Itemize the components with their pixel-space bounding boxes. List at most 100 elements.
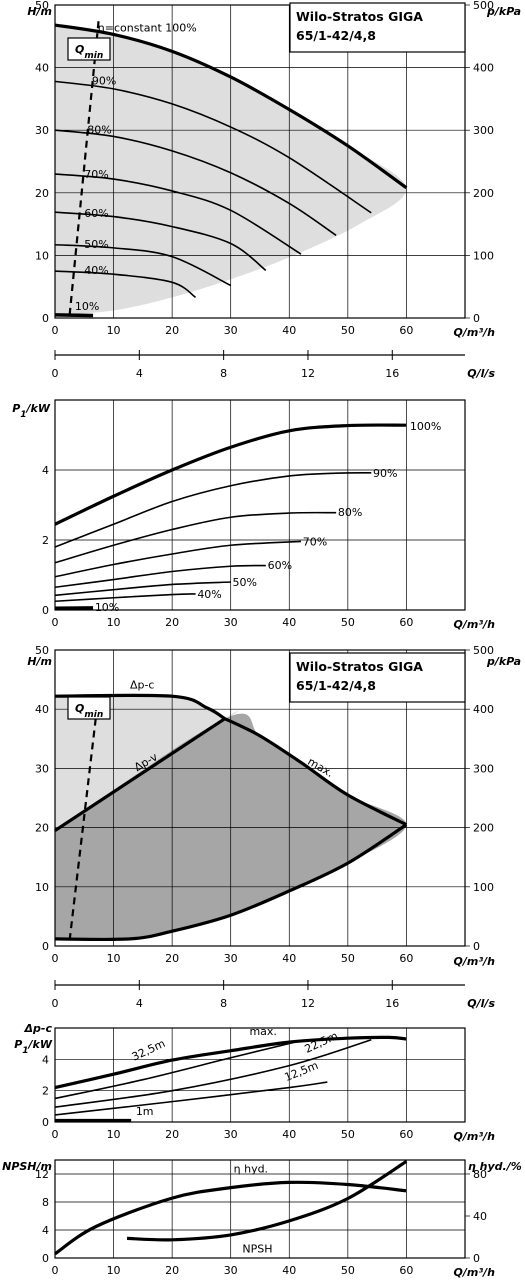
- curve-6: [54, 581, 231, 597]
- ls-axis-label: Q/l/s: [467, 367, 495, 380]
- curve-3: [54, 511, 337, 564]
- curve-label: 10%: [95, 601, 119, 614]
- flow-ls-axis-4: 0 4 8 12 16 Q/l/s: [52, 980, 495, 1010]
- curve-1: [54, 423, 407, 526]
- curve-label: 50%: [232, 576, 256, 589]
- x-tick-label: 60: [399, 616, 413, 629]
- x-axis-label: Q/m³/h: [454, 955, 496, 968]
- y-tick-label: 30: [35, 762, 49, 775]
- curve-8: [54, 313, 94, 318]
- y-tick-label: 10: [35, 881, 49, 894]
- curve-4: [54, 1081, 328, 1116]
- x-tick-label: 0: [52, 616, 59, 629]
- x-tick-label: 0: [52, 1264, 59, 1277]
- y-tick-label: 50: [35, 0, 49, 12]
- y-tick-label: 20: [35, 822, 49, 835]
- curve-3: [224, 717, 408, 827]
- curve-label: NPSH: [242, 1242, 272, 1255]
- chart-panel-0: 0 10 20 30 40 50 60010203040500100200300400500…: [35, 0, 494, 337]
- x-tick-label: 50: [341, 1128, 355, 1141]
- curve-5: [54, 564, 266, 589]
- x-tick-label: 10: [107, 1128, 121, 1141]
- x-tick-label: 40: [282, 1264, 296, 1277]
- y-axis-label: H/m: [27, 655, 52, 668]
- curve-6: [54, 243, 232, 287]
- ls-tick-label: 16: [385, 997, 399, 1010]
- curve-1: [54, 1035, 407, 1090]
- curve-3: [54, 129, 337, 237]
- curve-label: 60%: [268, 559, 292, 572]
- y-tick-label: 10: [35, 249, 49, 262]
- ls-tick-label: 8: [220, 367, 227, 380]
- qmin-box: [67, 37, 111, 61]
- curve-3: [54, 1038, 372, 1108]
- chart-panel-2: 0 10 20 30 40 50 60 0 2 4 100% 90% 80% 70% 60% 50% 40% 10…: [42, 399, 466, 629]
- curve-label: 100%: [410, 420, 441, 433]
- ls-tick-label: 4: [136, 367, 143, 380]
- curve-label: 60%: [84, 207, 108, 220]
- y-tick-label: 40: [35, 62, 49, 75]
- y-tick-label: 0: [42, 604, 49, 617]
- curve-4: [54, 173, 302, 255]
- y-tick-label: 12: [35, 1168, 49, 1181]
- x-tick-label: 10: [107, 1264, 121, 1277]
- x-tick-label: 20: [165, 324, 179, 337]
- ls-tick-label: 12: [301, 367, 315, 380]
- ls-tick-label: 8: [220, 997, 227, 1010]
- y2-tick-label: 200: [473, 187, 494, 200]
- plot-frame: [54, 399, 466, 611]
- x-axis-label: Q/m³/h: [454, 1130, 496, 1143]
- title-box: Wilo-Stratos GIGA 65/1-42/4,8: [289, 2, 466, 53]
- chart-title: Wilo-Stratos GIGA: [296, 9, 423, 24]
- curve-2: [54, 1041, 296, 1100]
- curve-label: max.: [249, 1025, 276, 1038]
- y2-tick-label: 300: [473, 124, 494, 137]
- x-tick-label: 0: [52, 324, 59, 337]
- curve-label: 80%: [87, 123, 111, 136]
- ls-axis-label: Q/l/s: [467, 997, 495, 1010]
- x-tick-label: 50: [341, 616, 355, 629]
- x-tick-label: 10: [107, 952, 121, 965]
- x-tick-label: 30: [224, 324, 238, 337]
- x-tick-label: 0: [52, 1128, 59, 1141]
- curve-7: [54, 593, 196, 603]
- y-tick-label: 0: [42, 940, 49, 953]
- y-tick-label: 0: [42, 1116, 49, 1129]
- x-tick-label: 30: [224, 616, 238, 629]
- x-axis-label: Q/m³/h: [454, 326, 496, 339]
- title-box: Wilo-Stratos GIGA 65/1-42/4,8: [289, 652, 466, 703]
- y2-tick-label: 100: [473, 249, 494, 262]
- y-tick-label: 4: [42, 1053, 49, 1066]
- curve-label: n=constant 100%: [98, 21, 197, 34]
- y-axis-label-top: Δp-c: [24, 1022, 53, 1035]
- y2-tick-label: 80: [473, 1168, 487, 1181]
- y-tick-label: 8: [42, 1196, 49, 1209]
- x-tick-label: 10: [107, 324, 121, 337]
- curve-label: 80%: [338, 506, 362, 519]
- curve-2: [54, 80, 372, 214]
- ls-tick-label: 0: [52, 367, 59, 380]
- plot-frame: [54, 4, 466, 319]
- plot-frame: [54, 649, 466, 947]
- curve-2: [54, 471, 372, 548]
- x-tick-label: 40: [282, 324, 296, 337]
- curve-label: 70%: [303, 535, 327, 548]
- y2-axis-label: p/kPa: [486, 5, 521, 18]
- y2-tick-label: 500: [473, 644, 494, 657]
- plot-frame: [54, 1027, 466, 1123]
- y2-tick-label: 0: [473, 940, 480, 953]
- x-tick-label: 30: [224, 1264, 238, 1277]
- x-tick-label: 40: [282, 616, 296, 629]
- y2-axis-label: p/kPa: [486, 655, 521, 668]
- x-tick-label: 10: [107, 616, 121, 629]
- title-box-frame: [289, 2, 466, 53]
- x-axis-label: Q/m³/h: [454, 1266, 496, 1279]
- x-tick-label: 50: [341, 952, 355, 965]
- curve-label: η hyd.: [234, 1163, 268, 1176]
- y2-tick-label: 500: [473, 0, 494, 12]
- y-axis-label: P1/kW: [14, 1038, 53, 1056]
- y2-tick-label: 100: [473, 881, 494, 894]
- chart-subtitle: 65/1-42/4,8: [296, 28, 376, 43]
- y2-tick-label: 200: [473, 822, 494, 835]
